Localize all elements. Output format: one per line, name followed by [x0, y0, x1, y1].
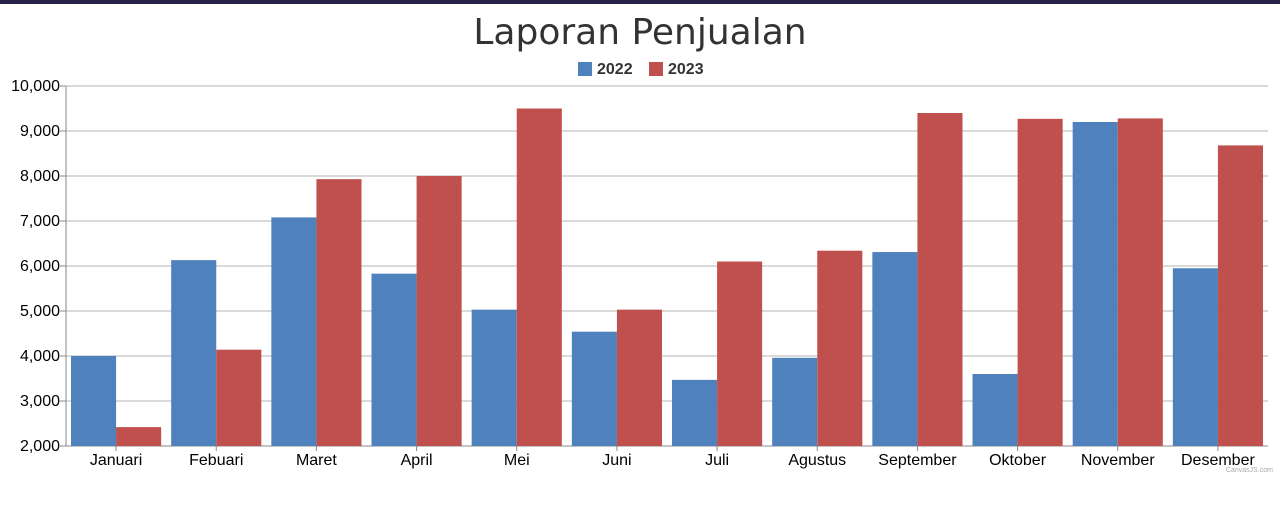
y-tick-label: 10,000 — [11, 78, 60, 95]
top-accent-bar — [0, 0, 1280, 4]
bar-2022-november — [1072, 122, 1118, 446]
x-tick-label: Januari — [90, 452, 142, 469]
y-tick-label: 9,000 — [20, 123, 60, 140]
x-tick-label: Agustus — [788, 452, 846, 469]
x-tick-label: Febuari — [189, 452, 243, 469]
x-tick-label: Desember — [1181, 452, 1255, 469]
bars — [71, 108, 1263, 447]
bar-2023-april — [416, 176, 462, 446]
bar-2023-febuari — [216, 349, 262, 446]
y-tick-label: 3,000 — [20, 393, 60, 410]
bar-2023-juni — [616, 309, 662, 446]
bar-2022-desember — [1172, 268, 1218, 446]
legend: 2022 2023 — [578, 61, 704, 78]
bar-2023-desember — [1217, 145, 1263, 446]
bar-2022-maret — [271, 217, 317, 446]
bar-2022-juni — [571, 331, 617, 446]
legend-swatch-2022 — [578, 62, 592, 76]
x-tick-label: Oktober — [989, 452, 1047, 469]
bar-2023-oktober — [1017, 118, 1063, 446]
bar-2022-oktober — [972, 374, 1018, 446]
bar-2022-september — [872, 252, 918, 446]
y-tick-label: 5,000 — [20, 303, 60, 320]
legend-label-2023: 2023 — [668, 61, 704, 78]
bar-2023-maret — [316, 179, 362, 446]
bar-2022-febuari — [171, 260, 217, 446]
bar-2023-mei — [516, 108, 562, 446]
bar-2023-januari — [116, 427, 162, 446]
x-axis: Januari Febuari Maret April Mei Juni Juli Agust… — [90, 446, 1255, 469]
legend-swatch-2023 — [649, 62, 663, 76]
bar-2023-juli — [717, 261, 763, 446]
bar-2023-november — [1117, 118, 1163, 447]
y-tick-label: 4,000 — [20, 348, 60, 365]
chart-title: Laporan Penjualan — [473, 12, 806, 53]
x-tick-label: Juni — [602, 452, 631, 469]
x-tick-label: Mei — [504, 452, 530, 469]
x-tick-label: Maret — [296, 452, 337, 469]
y-tick-label: 2,000 — [20, 438, 60, 455]
chart-credit[interactable]: CanvasJS.com — [1226, 467, 1273, 474]
gridlines — [66, 85, 1268, 447]
bar-2022-mei — [471, 309, 517, 446]
bar-2022-juli — [672, 379, 718, 446]
bar-2022-april — [371, 273, 417, 446]
bar-2022-agustus — [772, 357, 818, 446]
y-tick-label: 7,000 — [20, 213, 60, 230]
bar-2023-agustus — [817, 250, 863, 446]
bar-2022-januari — [71, 356, 117, 446]
y-axis: 2,000 3,000 4,000 5,000 6,000 7,000 8,000 9,000… — [11, 78, 67, 455]
bar-2023-september — [917, 113, 963, 446]
x-tick-label: Juli — [705, 452, 729, 469]
legend-label-2022: 2022 — [597, 61, 633, 78]
y-tick-label: 8,000 — [20, 168, 60, 185]
y-tick-label: 6,000 — [20, 258, 60, 275]
x-tick-label: April — [401, 452, 433, 469]
x-tick-label: November — [1081, 452, 1155, 469]
x-tick-label: September — [878, 452, 957, 469]
